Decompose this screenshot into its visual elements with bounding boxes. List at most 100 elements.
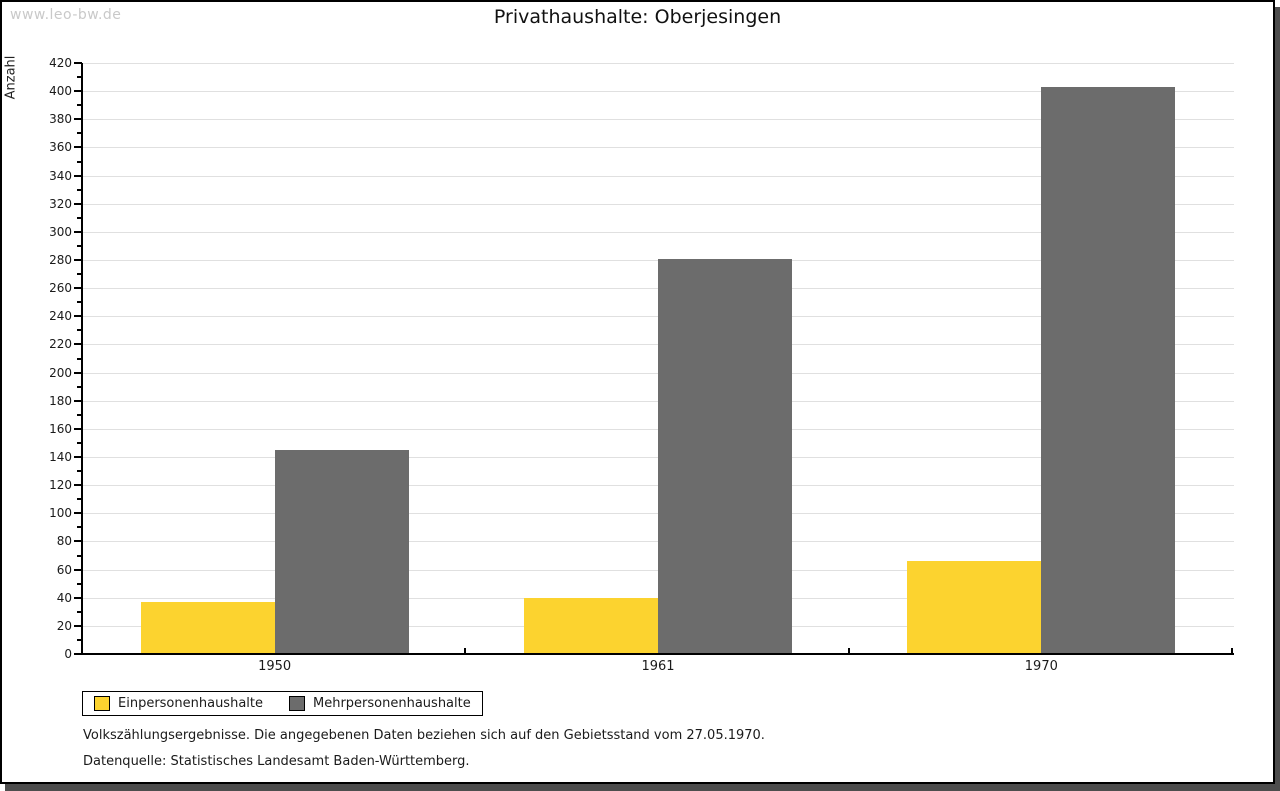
bar-einpersonenhaushalte-1970 bbox=[907, 561, 1042, 654]
y-tick-label-100: 100 bbox=[49, 506, 72, 521]
y-tick-label-0: 0 bbox=[64, 647, 72, 661]
bar-einpersonenhaushalte-1961 bbox=[524, 597, 658, 654]
y-minor-tick-290 bbox=[77, 244, 82, 247]
y-tick-label-300: 300 bbox=[49, 224, 72, 239]
bar-mehrpersonenhaushalte-1961 bbox=[658, 258, 792, 654]
legend-swatch-einpersonenhaushalte bbox=[94, 696, 110, 711]
y-tick-label-320: 320 bbox=[49, 196, 72, 211]
y-tick-label-360: 360 bbox=[49, 140, 72, 155]
y-tick-240 bbox=[74, 315, 82, 318]
y-minor-tick-190 bbox=[77, 385, 82, 388]
legend-label-einpersonenhaushalte: Einpersonenhaushalte bbox=[118, 696, 263, 711]
y-minor-tick-230 bbox=[77, 329, 82, 332]
footnote-census-info: Volkszählungsergebnisse. Die angegebenen… bbox=[83, 728, 765, 743]
y-minor-tick-250 bbox=[77, 301, 82, 304]
y-minor-tick-330 bbox=[77, 188, 82, 191]
y-tick-label-60: 60 bbox=[56, 562, 72, 577]
y-tick-20 bbox=[74, 624, 82, 627]
y-minor-tick-270 bbox=[77, 273, 82, 276]
legend-swatch-mehrpersonenhaushalte bbox=[289, 696, 305, 711]
y-minor-tick-350 bbox=[77, 160, 82, 163]
y-minor-tick-410 bbox=[77, 76, 82, 79]
gridline-360 bbox=[83, 147, 1234, 149]
y-tick-label-340: 340 bbox=[49, 168, 72, 183]
y-tick-320 bbox=[74, 202, 82, 205]
x-axis-line bbox=[81, 653, 1234, 655]
y-tick-label-380: 380 bbox=[49, 112, 72, 127]
gridline-420 bbox=[83, 63, 1234, 64]
y-tick-label-420: 420 bbox=[49, 56, 72, 70]
y-tick-label-280: 280 bbox=[49, 253, 72, 267]
y-tick-60 bbox=[74, 568, 82, 571]
y-tick-340 bbox=[74, 174, 82, 177]
y-tick-300 bbox=[74, 230, 82, 233]
gridline-340 bbox=[83, 175, 1234, 177]
legend: Einpersonenhaushalte Mehrpersonenhaushal… bbox=[82, 691, 483, 716]
chart-title: Privathaushalte: Oberjesingen bbox=[493, 6, 782, 28]
bar-mehrpersonenhaushalte-1970 bbox=[1041, 86, 1176, 654]
y-tick-label-220: 220 bbox=[49, 337, 72, 352]
y-tick-280 bbox=[74, 259, 82, 261]
legend-item-mehrpersonenhaushalte: Mehrpersonenhaushalte bbox=[289, 696, 471, 711]
y-tick-40 bbox=[74, 596, 82, 599]
gridline-400 bbox=[83, 91, 1234, 93]
x-category-label-1961: 1961 bbox=[641, 659, 675, 674]
y-tick-180 bbox=[74, 399, 82, 402]
y-tick-160 bbox=[74, 427, 82, 430]
y-tick-220 bbox=[74, 343, 82, 346]
legend-label-mehrpersonenhaushalte: Mehrpersonenhaushalte bbox=[313, 696, 471, 711]
y-tick-label-40: 40 bbox=[56, 590, 72, 605]
y-tick-label-120: 120 bbox=[49, 478, 72, 493]
x-category-label-1950: 1950 bbox=[258, 659, 292, 674]
y-minor-tick-70 bbox=[77, 554, 82, 557]
x-boundary-tick-3 bbox=[1231, 648, 1233, 654]
y-minor-tick-130 bbox=[77, 470, 82, 473]
y-tick-label-140: 140 bbox=[49, 450, 72, 464]
y-axis-line bbox=[81, 63, 83, 655]
y-minor-tick-90 bbox=[77, 526, 82, 529]
y-tick-420 bbox=[74, 62, 82, 64]
bar-einpersonenhaushalte-1950 bbox=[140, 601, 275, 654]
legend-item-einpersonenhaushalte: Einpersonenhaushalte bbox=[94, 696, 263, 711]
y-tick-120 bbox=[74, 484, 82, 487]
x-category-label-1970: 1970 bbox=[1024, 659, 1058, 674]
y-minor-tick-170 bbox=[77, 413, 82, 416]
y-minor-tick-10 bbox=[77, 638, 82, 641]
y-tick-100 bbox=[74, 512, 82, 515]
footnote-data-source: Datenquelle: Statistisches Landesamt Bad… bbox=[83, 754, 470, 769]
y-tick-label-80: 80 bbox=[56, 534, 72, 549]
gridline-320 bbox=[83, 203, 1234, 205]
y-tick-label-160: 160 bbox=[49, 421, 72, 436]
y-minor-tick-30 bbox=[77, 610, 82, 613]
y-tick-label-260: 260 bbox=[49, 281, 72, 296]
y-axis-title: Anzahl bbox=[3, 55, 19, 100]
y-tick-label-200: 200 bbox=[49, 365, 72, 380]
y-tick-label-20: 20 bbox=[56, 618, 72, 633]
y-minor-tick-110 bbox=[77, 498, 82, 501]
y-minor-tick-390 bbox=[77, 104, 82, 107]
y-minor-tick-210 bbox=[77, 357, 82, 360]
bar-mehrpersonenhaushalte-1950 bbox=[274, 449, 409, 654]
y-minor-tick-370 bbox=[77, 132, 82, 135]
y-tick-label-240: 240 bbox=[49, 309, 72, 324]
plot-area bbox=[83, 63, 1234, 654]
y-tick-80 bbox=[74, 540, 82, 543]
x-boundary-tick-2 bbox=[847, 648, 850, 654]
y-minor-tick-150 bbox=[77, 441, 82, 444]
y-tick-200 bbox=[74, 371, 82, 374]
y-tick-400 bbox=[74, 90, 82, 93]
watermark-url: www.leo-bw.de bbox=[10, 7, 122, 23]
y-tick-360 bbox=[74, 146, 82, 149]
y-tick-label-400: 400 bbox=[49, 84, 72, 99]
y-tick-0 bbox=[74, 653, 82, 655]
gridline-300 bbox=[83, 231, 1234, 233]
y-minor-tick-310 bbox=[77, 216, 82, 219]
y-minor-tick-50 bbox=[77, 582, 82, 585]
y-tick-label-180: 180 bbox=[49, 393, 72, 408]
x-boundary-tick-1 bbox=[464, 648, 467, 654]
y-tick-260 bbox=[74, 287, 82, 290]
y-tick-380 bbox=[74, 118, 82, 121]
gridline-380 bbox=[83, 119, 1234, 121]
y-tick-140 bbox=[74, 456, 82, 458]
